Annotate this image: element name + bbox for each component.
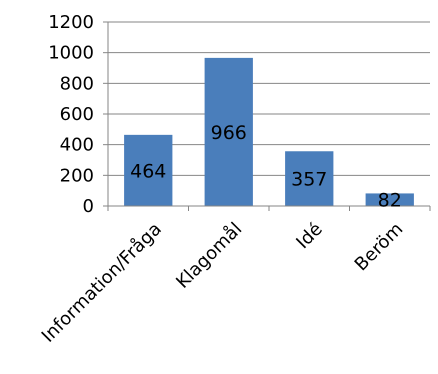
- data-label: 464: [130, 160, 166, 182]
- x-category-label: Beröm: [351, 219, 408, 276]
- data-label: 82: [378, 190, 402, 212]
- bars: [124, 58, 414, 206]
- y-tick-label: 1200: [48, 12, 94, 33]
- x-category-label: Information/Fråga: [38, 219, 166, 347]
- x-category-label: Idé: [292, 219, 327, 254]
- y-tick-label: 800: [60, 73, 94, 94]
- data-label: 357: [291, 169, 327, 191]
- data-label: 966: [211, 122, 247, 144]
- y-tick-label: 600: [60, 104, 94, 125]
- y-tick-label: 200: [60, 165, 94, 186]
- x-axis-category-labels: Information/Fråga Klagomål Idé Beröm: [38, 219, 408, 347]
- x-category-label: Klagomål: [172, 219, 246, 293]
- y-tick-label: 0: [83, 196, 94, 217]
- y-axis-tick-labels: 0 200 400 600 800 1000 1200: [48, 12, 94, 217]
- y-tick-label: 400: [60, 135, 94, 156]
- y-tick-label: 1000: [48, 43, 94, 64]
